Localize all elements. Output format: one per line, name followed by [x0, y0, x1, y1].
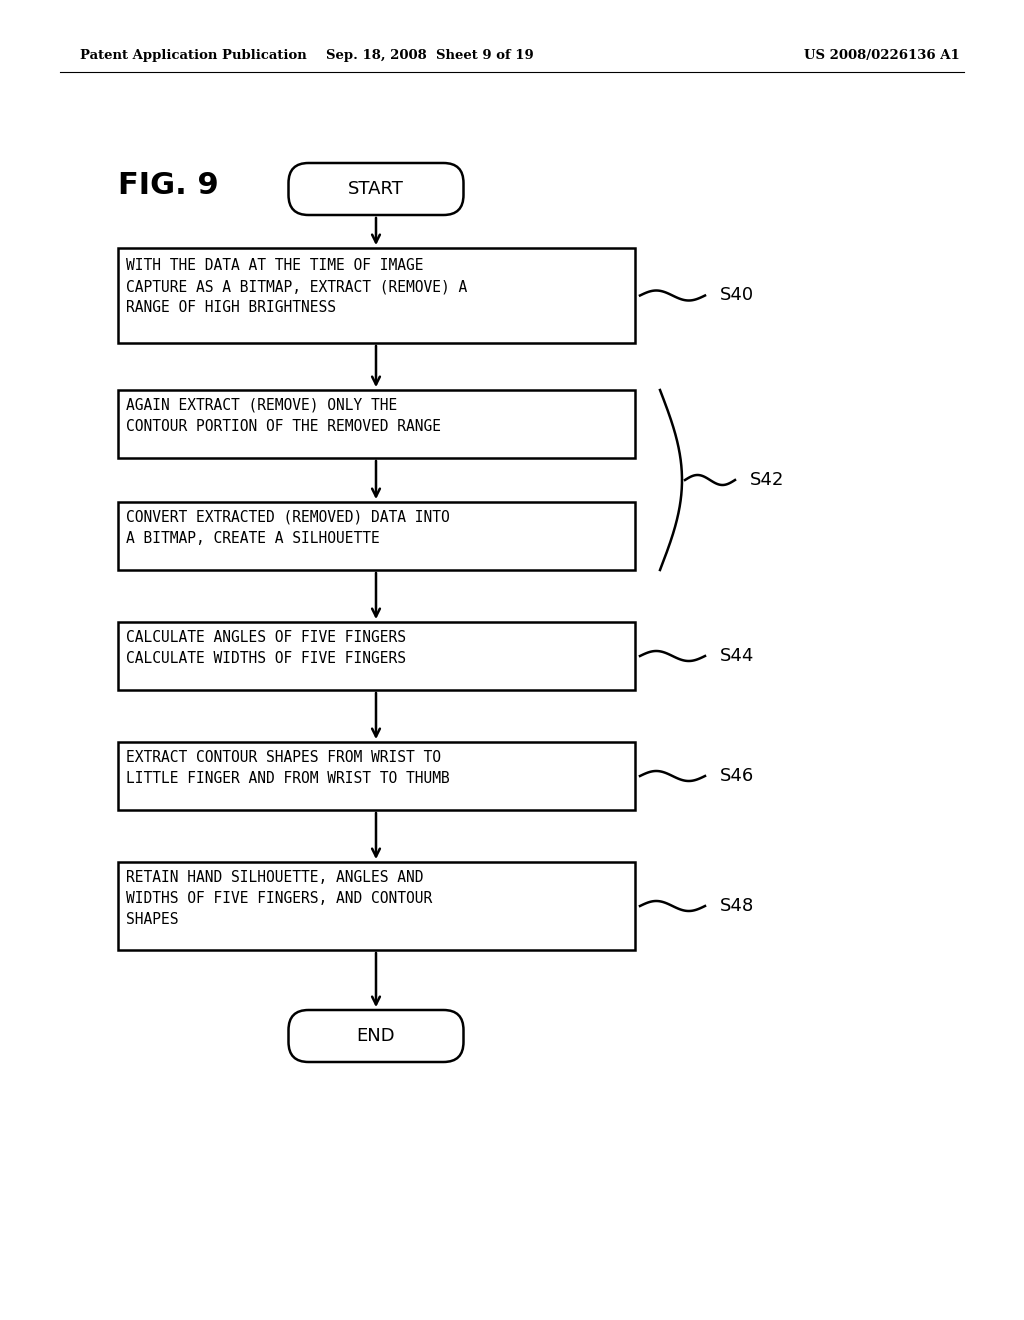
Bar	[118, 862, 635, 950]
Text: CONVERT EXTRACTED (REMOVED) DATA INTO
A BITMAP, CREATE A SILHOUETTE: CONVERT EXTRACTED (REMOVED) DATA INTO A …	[126, 510, 450, 546]
Text: S48: S48	[720, 898, 755, 915]
Bar	[118, 742, 635, 810]
Text: S42: S42	[750, 471, 784, 488]
Text: Sep. 18, 2008  Sheet 9 of 19: Sep. 18, 2008 Sheet 9 of 19	[326, 49, 534, 62]
Bar	[118, 389, 635, 458]
Bar	[118, 248, 635, 343]
Text: RETAIN HAND SILHOUETTE, ANGLES AND
WIDTHS OF FIVE FINGERS, AND CONTOUR
SHAPES: RETAIN HAND SILHOUETTE, ANGLES AND WIDTH…	[126, 870, 432, 927]
Text: S40: S40	[720, 286, 754, 305]
Text: START: START	[348, 180, 403, 198]
Text: FIG. 9: FIG. 9	[118, 170, 219, 199]
Text: EXTRACT CONTOUR SHAPES FROM WRIST TO
LITTLE FINGER AND FROM WRIST TO THUMB: EXTRACT CONTOUR SHAPES FROM WRIST TO LIT…	[126, 750, 450, 785]
Text: S44: S44	[720, 647, 755, 665]
Bar	[118, 502, 635, 570]
Text: Patent Application Publication: Patent Application Publication	[80, 49, 307, 62]
Text: US 2008/0226136 A1: US 2008/0226136 A1	[804, 49, 961, 62]
FancyBboxPatch shape	[289, 1010, 464, 1063]
Text: S46: S46	[720, 767, 755, 785]
Text: END: END	[356, 1027, 395, 1045]
Bar	[118, 622, 635, 690]
Text: CALCULATE ANGLES OF FIVE FINGERS
CALCULATE WIDTHS OF FIVE FINGERS: CALCULATE ANGLES OF FIVE FINGERS CALCULA…	[126, 630, 406, 667]
Text: WITH THE DATA AT THE TIME OF IMAGE
CAPTURE AS A BITMAP, EXTRACT (REMOVE) A
RANGE: WITH THE DATA AT THE TIME OF IMAGE CAPTU…	[126, 257, 467, 315]
Text: AGAIN EXTRACT (REMOVE) ONLY THE
CONTOUR PORTION OF THE REMOVED RANGE: AGAIN EXTRACT (REMOVE) ONLY THE CONTOUR …	[126, 399, 441, 434]
FancyBboxPatch shape	[289, 162, 464, 215]
